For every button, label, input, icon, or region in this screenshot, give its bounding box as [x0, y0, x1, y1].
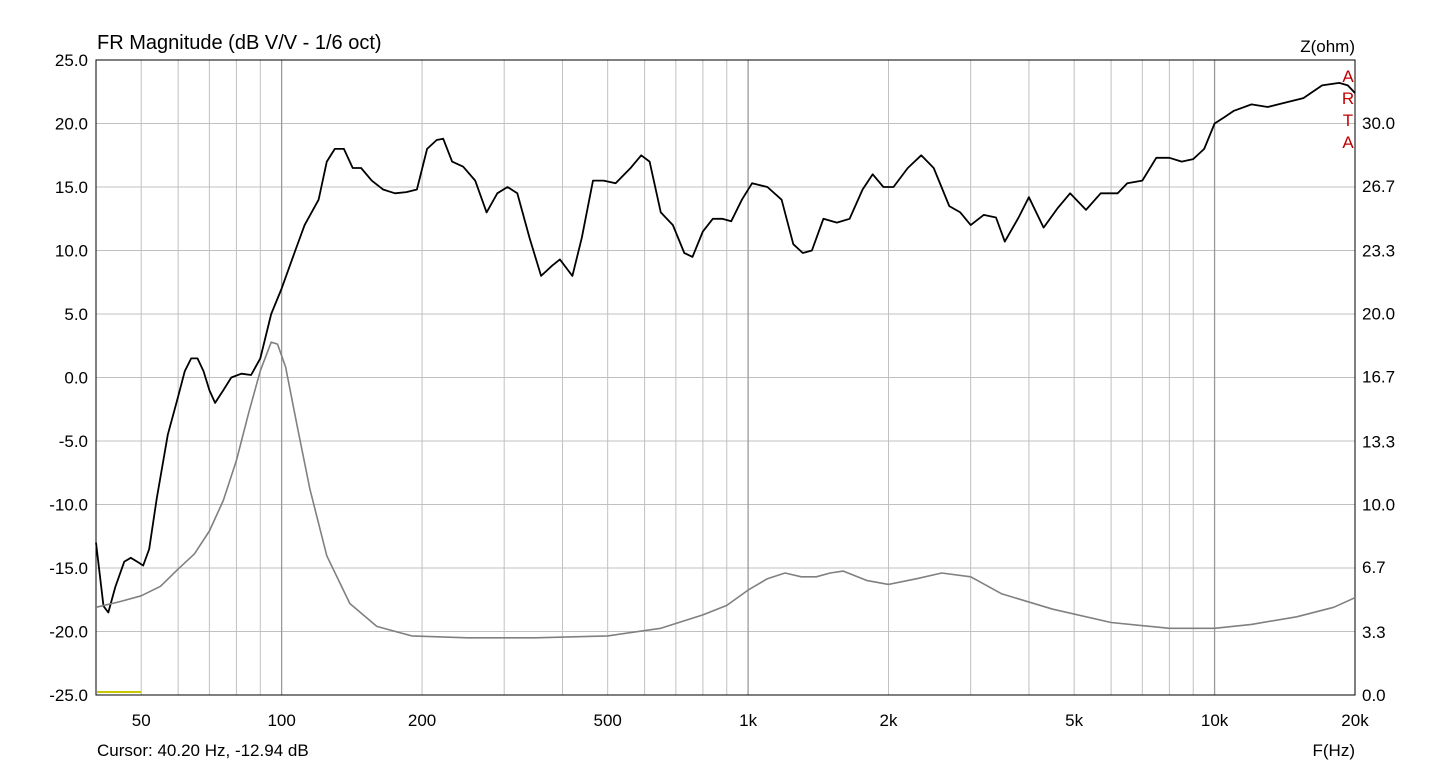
- y2-tick-label: 0.0: [1362, 686, 1386, 705]
- watermark-letter: T: [1343, 111, 1353, 130]
- y-tick-label: 25.0: [55, 51, 88, 70]
- x-tick-label: 200: [408, 711, 436, 730]
- y-tick-label: 20.0: [55, 115, 88, 134]
- x-tick-label: 1k: [739, 711, 757, 730]
- y-tick-label: 0.0: [64, 369, 88, 388]
- y-tick-label: 5.0: [64, 305, 88, 324]
- x-tick-labels: 50 100 200 500 1k 2k 5k 10k 20k: [132, 711, 1369, 730]
- y-tick-label: -10.0: [49, 496, 88, 515]
- right-axis-label: Z(ohm): [1300, 37, 1355, 56]
- y2-tick-label: 3.3: [1362, 623, 1386, 642]
- x-axis-label: F(Hz): [1313, 741, 1355, 760]
- x-tick-label: 500: [593, 711, 621, 730]
- y2-tick-labels: 30.0 26.7 23.3 20.0 16.7 13.3 10.0 6.7 3.3 0.0: [1362, 114, 1395, 705]
- x-tick-label: 10k: [1201, 711, 1229, 730]
- x-tick-label: 2k: [880, 711, 898, 730]
- magnitude-series-line: [95, 82, 1356, 614]
- plot-frame: [95, 59, 1356, 696]
- y2-tick-label: 20.0: [1362, 305, 1395, 324]
- arta-watermark: A R T A: [1342, 67, 1354, 152]
- chart-title: FR Magnitude (dB V/V - 1/6 oct): [97, 32, 382, 54]
- x-tick-label: 50: [132, 711, 151, 730]
- y-tick-label: -5.0: [59, 432, 88, 451]
- y2-tick-label: 16.7: [1362, 368, 1395, 387]
- y2-tick-label: 23.3: [1362, 242, 1395, 261]
- y2-tick-label: 13.3: [1362, 432, 1395, 451]
- y-tick-label: 10.0: [55, 242, 88, 261]
- y2-tick-label: 10.0: [1362, 495, 1395, 514]
- x-tick-label: 100: [267, 711, 295, 730]
- y-tick-labels: 25.0 20.0 15.0 10.0 5.0 0.0 -5.0 -10.0 -15.0 -20.…: [49, 51, 88, 705]
- grid-layer: [96, 59, 1356, 696]
- y-tick-label: 15.0: [55, 178, 88, 197]
- y2-tick-label: 26.7: [1362, 177, 1395, 196]
- watermark-letter: A: [1342, 133, 1354, 152]
- y2-tick-label: 6.7: [1362, 558, 1386, 577]
- x-tick-label: 20k: [1341, 711, 1369, 730]
- watermark-letter: A: [1342, 67, 1354, 86]
- watermark-letter: R: [1342, 89, 1354, 108]
- y2-tick-label: 30.0: [1362, 114, 1395, 133]
- impedance-series-line: [95, 341, 1356, 639]
- y-tick-label: -25.0: [49, 686, 88, 705]
- y-tick-label: -20.0: [49, 623, 88, 642]
- cursor-readout: Cursor: 40.20 Hz, -12.94 dB: [97, 741, 309, 760]
- y-tick-label: -15.0: [49, 559, 88, 578]
- x-tick-label: 5k: [1065, 711, 1083, 730]
- series-layer: [95, 82, 1356, 639]
